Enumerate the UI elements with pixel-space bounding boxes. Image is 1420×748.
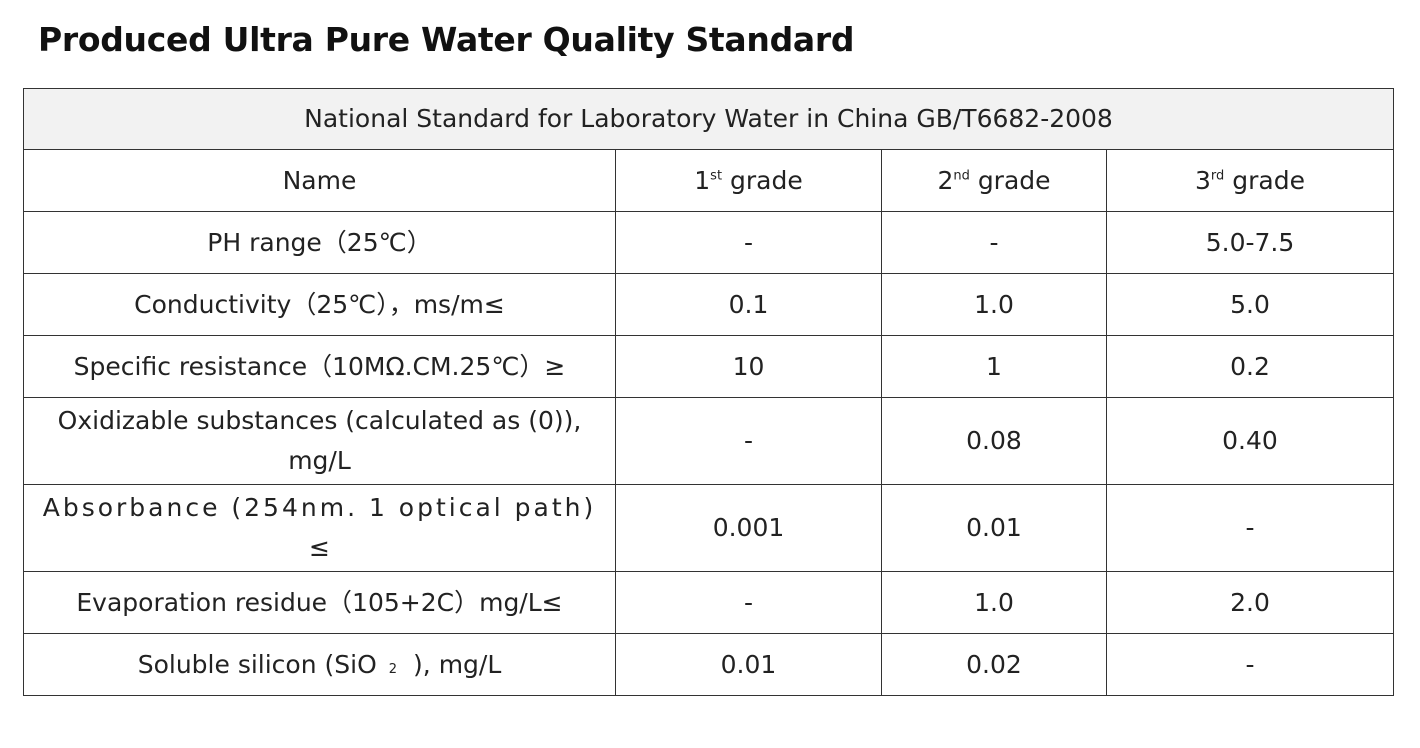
header-grade-2-num: 2 [937,165,954,195]
table-row: Soluble silicon (SiO 2 ), mg/L 0.01 0.02 - [23,633,1394,696]
header-name-label: Name [282,165,357,195]
table-row: Oxidizable substances (calculated as (0)… [23,397,1394,485]
table-row: Conductivity（25℃），ms/m≤ 0.1 1.0 5.0 [23,273,1394,336]
water-quality-table: National Standard for Laboratory Water i… [23,88,1394,696]
row-conductivity-grade-1: 0.1 [615,273,882,336]
row-oxidizable-grade-1: - [615,397,882,485]
row-resistance-grade-2: 1 [881,335,1107,398]
header-grade-3-sup: rd [1210,168,1225,184]
row-name-oxidizable: Oxidizable substances (calculated as (0)… [23,397,616,485]
row-evaporation-grade-3: 2.0 [1106,571,1394,634]
table-row: PH range（25℃） - - 5.0-7.5 [23,211,1394,274]
row-oxidizable-grade-3: 0.40 [1106,397,1394,485]
header-grade-1-num: 1 [694,165,711,195]
table-row: Evaporation residue（105+2C）mg/L≤ - 1.0 2… [23,571,1394,634]
row-name-absorbance-line-1: Absorbance (254nm. 1 optical path) [42,493,597,522]
row-name-silicon-sub: 2 [388,661,398,677]
row-ph-grade-3: 5.0-7.5 [1106,211,1394,274]
row-silicon-grade-2: 0.02 [881,633,1107,696]
row-name-ph: PH range（25℃） [23,211,616,274]
row-evaporation-grade-2: 1.0 [881,571,1107,634]
row-oxidizable-grade-2: 0.08 [881,397,1107,485]
row-conductivity-grade-3: 5.0 [1106,273,1394,336]
header-grade-3-num: 3 [1195,165,1211,195]
header-grade-3-word: grade [1232,165,1305,195]
row-absorbance-grade-1: 0.001 [615,484,882,572]
header-grade-2-word: grade [977,165,1051,195]
row-name-conductivity: Conductivity（25℃），ms/m≤ [23,273,616,336]
page-title: Produced Ultra Pure Water Quality Standa… [38,20,855,59]
row-evaporation-grade-1: - [615,571,882,634]
row-absorbance-grade-3: - [1106,484,1394,572]
row-name-oxidizable-line-1: Oxidizable substances (calculated as (0)… [57,406,582,435]
table-banner-row: National Standard for Laboratory Water i… [23,88,1394,150]
row-resistance-grade-1: 10 [615,335,882,398]
header-grade-1: 1st grade [615,149,882,212]
row-conductivity-grade-2: 1.0 [881,273,1107,336]
row-name-absorbance-line-2: ≤ [309,533,330,562]
row-silicon-grade-1: 0.01 [615,633,882,696]
header-grade-1-word: grade [730,165,803,195]
row-resistance-grade-3: 0.2 [1106,335,1394,398]
row-ph-grade-1: - [615,211,882,274]
table-row: Specific resistance（10MΩ.CM.25℃）≥ 10 1 0… [23,335,1394,398]
row-name-silicon-post: ), mg/L [413,649,502,679]
header-grade-1-sup: st [710,168,723,184]
row-name-evaporation: Evaporation residue（105+2C）mg/L≤ [23,571,616,634]
row-name-resistance: Specific resistance（10MΩ.CM.25℃）≥ [23,335,616,398]
row-absorbance-grade-2: 0.01 [881,484,1107,572]
table-banner: National Standard for Laboratory Water i… [23,88,1394,150]
row-ph-grade-2: - [881,211,1107,274]
table-header-row: Name 1st grade 2nd grade 3rd grade [23,149,1394,212]
header-grade-3: 3rd grade [1106,149,1394,212]
header-grade-2-sup: nd [953,168,970,184]
row-name-silicon: Soluble silicon (SiO 2 ), mg/L [23,633,616,696]
table-row: Absorbance (254nm. 1 optical path) ≤ 0.0… [23,484,1394,572]
header-grade-2: 2nd grade [881,149,1107,212]
row-silicon-grade-3: - [1106,633,1394,696]
row-name-oxidizable-line-2: mg/L [288,446,351,475]
row-name-absorbance: Absorbance (254nm. 1 optical path) ≤ [23,484,616,572]
row-name-silicon-pre: Soluble silicon (SiO [137,649,377,679]
header-name: Name [23,149,616,212]
